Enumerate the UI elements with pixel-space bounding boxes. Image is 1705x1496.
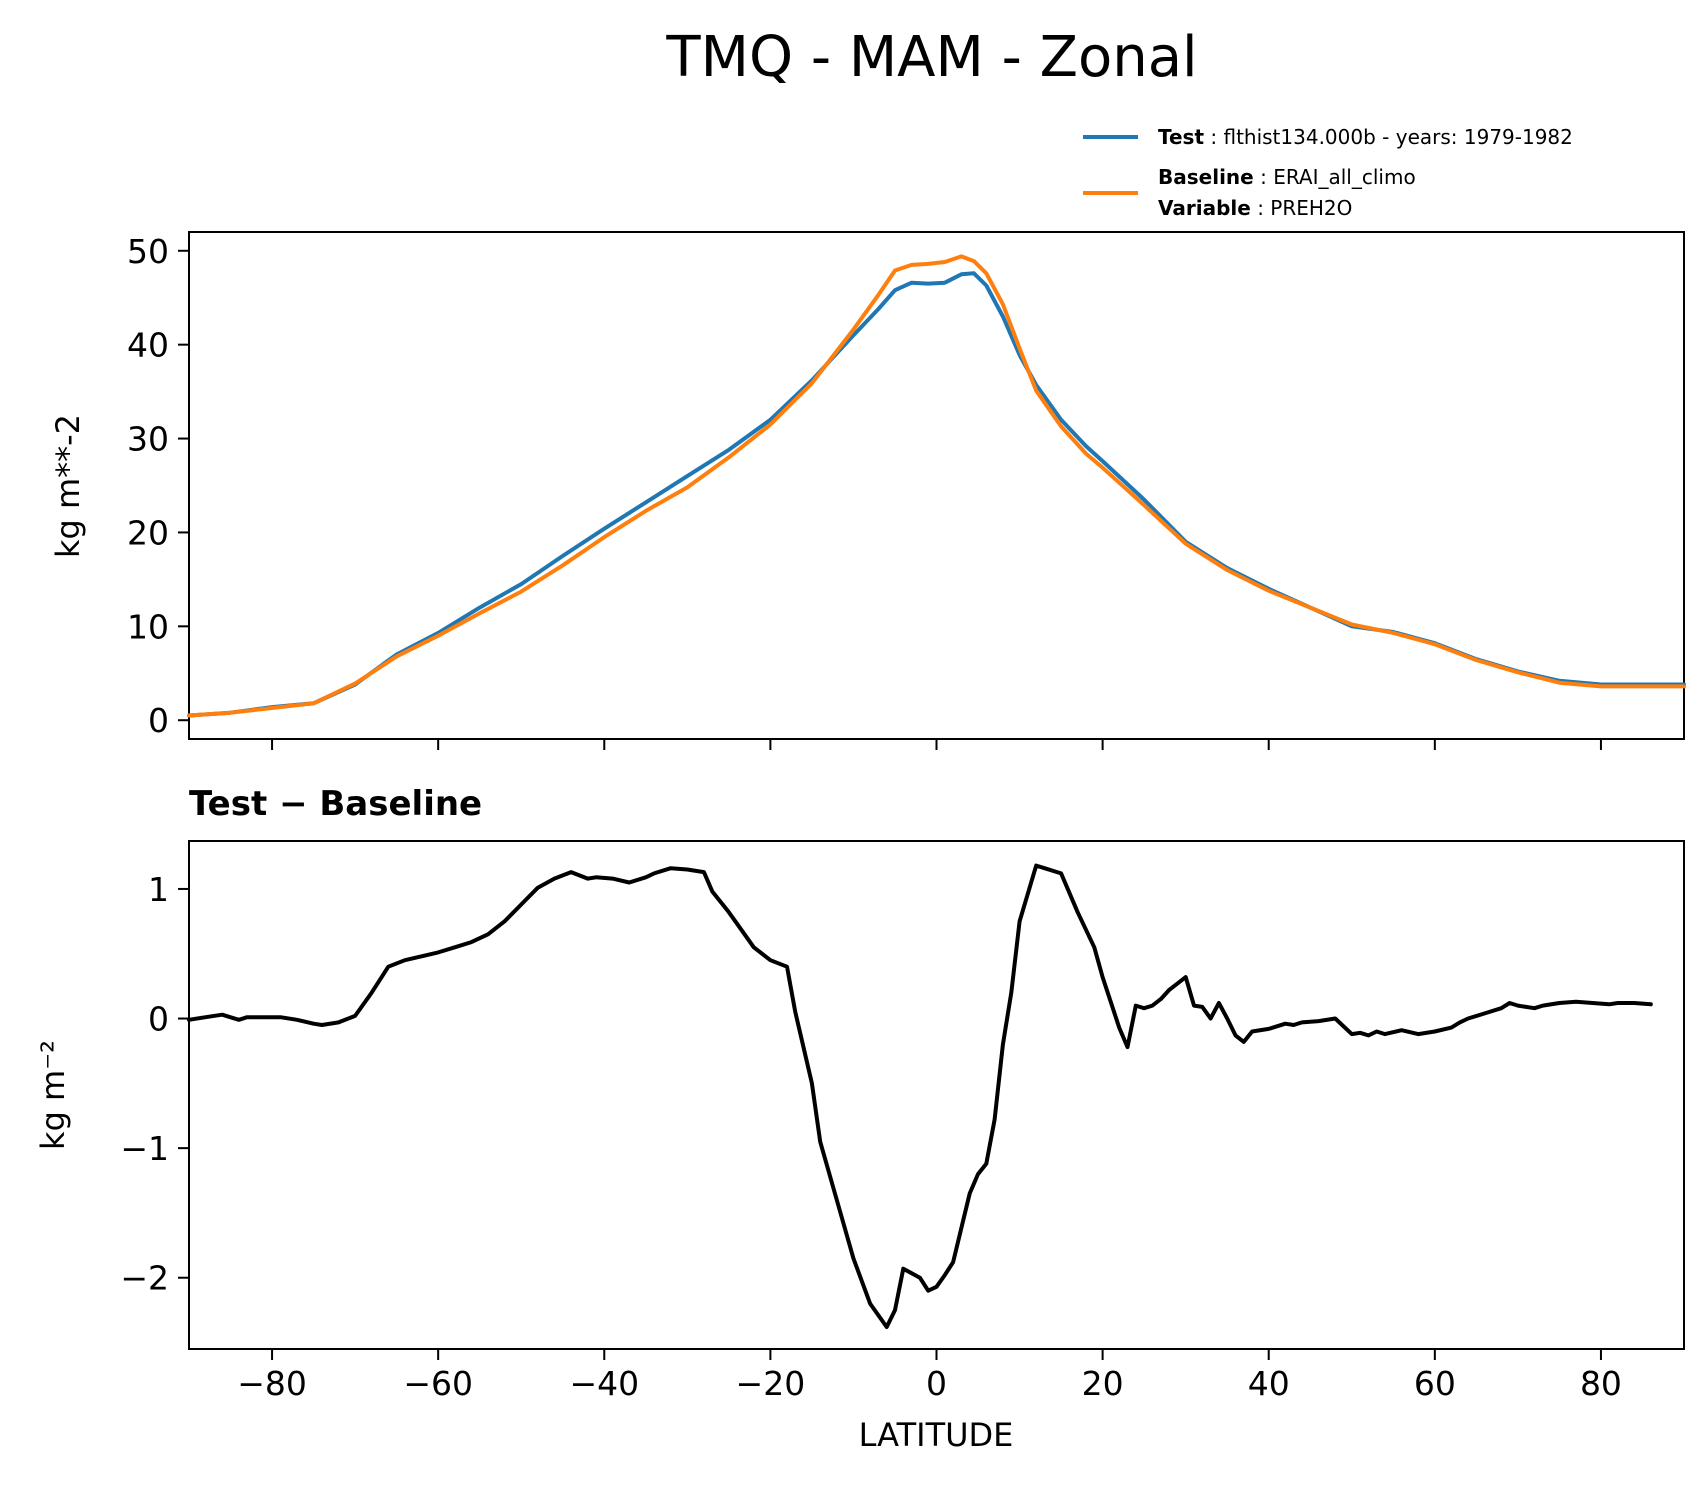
y-tick-label: 0 [148,1000,169,1039]
y-tick-label: 0 [148,701,169,740]
legend: Test : flthist134.000b - years: 1979-198… [1083,125,1573,220]
series-line-baseline [187,254,1686,718]
y-tick-label: −2 [120,1259,169,1298]
legend-baseline-key: Baseline [1158,165,1254,189]
legend-variable-key: Variable [1158,196,1251,220]
legend-test-value: flthist134.000b - years: 1979-1982 [1223,125,1572,149]
y-tick-label: 1 [148,870,169,909]
bottom-panel: Test − Baseline −80 −60 −40 −20 0 20 40 60 80 −2… [34,784,1685,1454]
x-tick-label: 40 [1248,1364,1290,1403]
y-tick-label: 20 [127,513,169,552]
legend-baseline-value: ERAI_all_climo [1273,165,1416,189]
y-tick-label: 40 [127,326,169,365]
x-tick-label: 20 [1082,1364,1124,1403]
x-tick-label: 0 [926,1364,947,1403]
y-tick-label: −1 [120,1129,169,1168]
bottom-xlabel: LATITUDE [859,1416,1014,1454]
legend-variable-entry: Variable : PREH2O [1158,196,1352,220]
x-tick-label: −40 [569,1364,639,1403]
y-tick-label: 50 [127,232,169,271]
legend-baseline-entry: Baseline : ERAI_all_climo [1158,165,1416,189]
bottom-ylabel: kg m⁻² [34,1040,72,1150]
figure-title: TMQ - MAM - Zonal [665,25,1197,90]
x-tick-label: −20 [736,1364,806,1403]
y-tick-label: 10 [127,607,169,646]
legend-test-entry: Test : flthist134.000b - years: 1979-198… [1158,125,1573,149]
top-panel: 0 10 20 30 40 50 kg m**-2 [49,231,1686,750]
series-line-test-baseline [187,863,1653,1329]
x-tick-label: −80 [237,1364,307,1403]
legend-test-key: Test [1158,125,1204,149]
bottom-subtitle: Test − Baseline [189,784,482,824]
x-tick-label: 80 [1580,1364,1622,1403]
legend-variable-value: PREH2O [1270,196,1352,220]
top-ylabel: kg m**-2 [49,414,87,558]
x-tick-label: 60 [1414,1364,1456,1403]
y-tick-label: 30 [127,420,169,459]
x-tick-label: −60 [403,1364,473,1403]
